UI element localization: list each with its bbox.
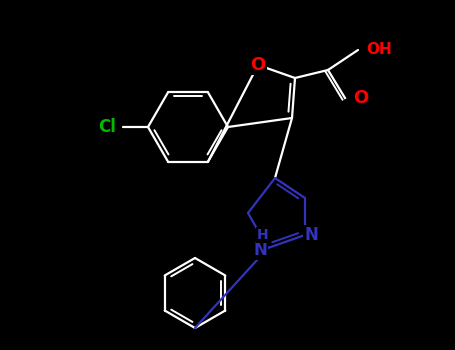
Text: N: N — [253, 241, 267, 259]
Text: O: O — [353, 89, 368, 107]
Text: O: O — [250, 56, 266, 74]
Text: H: H — [257, 228, 269, 242]
Text: Cl: Cl — [98, 118, 116, 136]
Text: N: N — [304, 226, 318, 244]
Text: OH: OH — [366, 42, 392, 57]
